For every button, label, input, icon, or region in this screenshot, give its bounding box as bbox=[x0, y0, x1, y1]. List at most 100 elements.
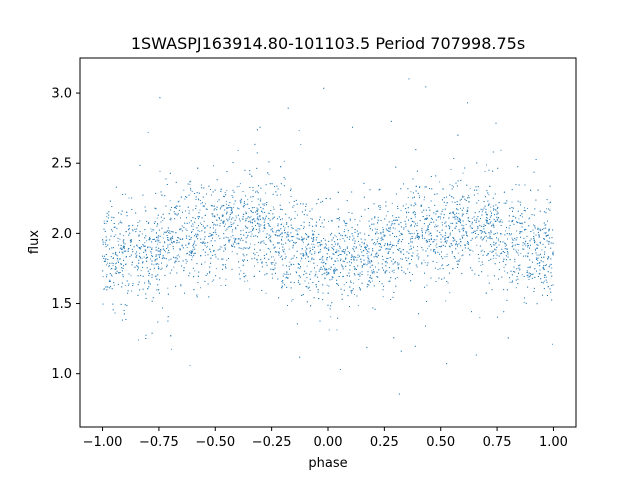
data-point bbox=[151, 300, 153, 302]
data-point bbox=[391, 260, 393, 262]
data-point bbox=[449, 226, 451, 227]
data-point bbox=[506, 299, 508, 301]
data-point bbox=[253, 252, 255, 254]
data-point bbox=[477, 186, 479, 188]
data-point bbox=[159, 251, 161, 253]
data-point bbox=[206, 225, 208, 227]
data-point bbox=[235, 228, 237, 230]
data-point bbox=[231, 231, 233, 233]
data-point bbox=[307, 287, 309, 289]
data-point bbox=[313, 231, 315, 232]
data-point bbox=[388, 267, 390, 269]
data-point bbox=[243, 202, 245, 204]
data-point bbox=[439, 253, 441, 255]
data-point bbox=[271, 273, 273, 275]
data-point bbox=[461, 255, 463, 257]
data-point bbox=[283, 273, 285, 275]
data-point bbox=[517, 278, 519, 280]
data-point bbox=[153, 229, 155, 231]
data-point bbox=[385, 228, 387, 230]
data-point bbox=[550, 272, 552, 274]
data-point bbox=[232, 162, 234, 163]
data-point bbox=[260, 242, 262, 244]
data-point bbox=[478, 274, 480, 276]
data-point bbox=[549, 185, 551, 187]
data-point bbox=[259, 218, 261, 220]
data-point bbox=[225, 194, 227, 196]
data-point bbox=[179, 229, 181, 231]
data-point bbox=[534, 248, 536, 250]
data-point bbox=[121, 319, 123, 321]
data-point bbox=[439, 231, 441, 233]
data-point bbox=[232, 223, 234, 225]
data-point bbox=[504, 245, 506, 247]
data-point bbox=[294, 211, 296, 213]
data-point bbox=[430, 244, 432, 245]
data-point bbox=[375, 243, 377, 245]
data-point bbox=[189, 181, 191, 183]
data-point bbox=[211, 194, 212, 196]
data-point bbox=[369, 260, 371, 262]
data-point bbox=[421, 205, 423, 207]
data-point bbox=[313, 234, 315, 236]
data-point bbox=[400, 222, 402, 224]
data-point bbox=[283, 160, 285, 162]
data-point bbox=[211, 213, 213, 215]
data-point bbox=[151, 247, 153, 249]
data-point bbox=[430, 235, 432, 237]
data-point bbox=[250, 216, 252, 218]
data-point bbox=[486, 254, 488, 256]
data-point bbox=[171, 241, 172, 243]
data-point bbox=[448, 225, 450, 227]
data-point bbox=[467, 241, 469, 243]
data-point bbox=[363, 243, 365, 245]
data-point bbox=[289, 273, 291, 275]
data-point bbox=[266, 264, 268, 266]
data-point bbox=[477, 254, 479, 255]
data-point bbox=[322, 284, 324, 286]
data-point bbox=[120, 263, 122, 265]
data-point bbox=[309, 273, 311, 275]
data-point bbox=[253, 235, 255, 237]
data-point bbox=[104, 241, 106, 243]
data-point bbox=[213, 223, 215, 225]
data-point bbox=[227, 237, 229, 239]
data-point bbox=[170, 219, 172, 221]
data-point bbox=[298, 280, 299, 281]
data-point bbox=[116, 262, 117, 264]
data-point bbox=[545, 264, 547, 266]
data-point bbox=[503, 267, 505, 268]
data-point bbox=[308, 236, 310, 238]
data-point bbox=[305, 203, 307, 205]
data-point bbox=[468, 201, 470, 203]
data-point bbox=[296, 230, 298, 232]
data-point bbox=[397, 268, 399, 270]
data-point bbox=[290, 232, 292, 234]
data-point bbox=[167, 316, 169, 318]
data-point bbox=[371, 277, 373, 279]
data-point bbox=[501, 276, 503, 278]
data-point bbox=[476, 162, 478, 164]
data-point bbox=[245, 195, 246, 197]
data-point bbox=[418, 256, 420, 258]
data-point bbox=[162, 220, 164, 221]
data-point bbox=[233, 203, 235, 205]
data-point bbox=[268, 258, 270, 260]
data-point bbox=[252, 222, 254, 224]
data-point bbox=[384, 235, 386, 237]
data-point bbox=[315, 225, 317, 227]
data-point bbox=[411, 259, 412, 260]
data-point bbox=[416, 170, 418, 172]
data-point bbox=[537, 257, 539, 259]
data-point bbox=[528, 272, 530, 274]
data-point bbox=[198, 271, 200, 273]
data-point bbox=[238, 185, 240, 187]
data-point bbox=[309, 250, 311, 251]
data-point bbox=[373, 285, 375, 287]
data-point bbox=[167, 252, 169, 254]
data-point bbox=[393, 219, 395, 221]
data-point bbox=[469, 187, 471, 189]
data-point bbox=[485, 235, 487, 237]
data-point bbox=[226, 211, 228, 213]
data-point bbox=[245, 227, 247, 229]
